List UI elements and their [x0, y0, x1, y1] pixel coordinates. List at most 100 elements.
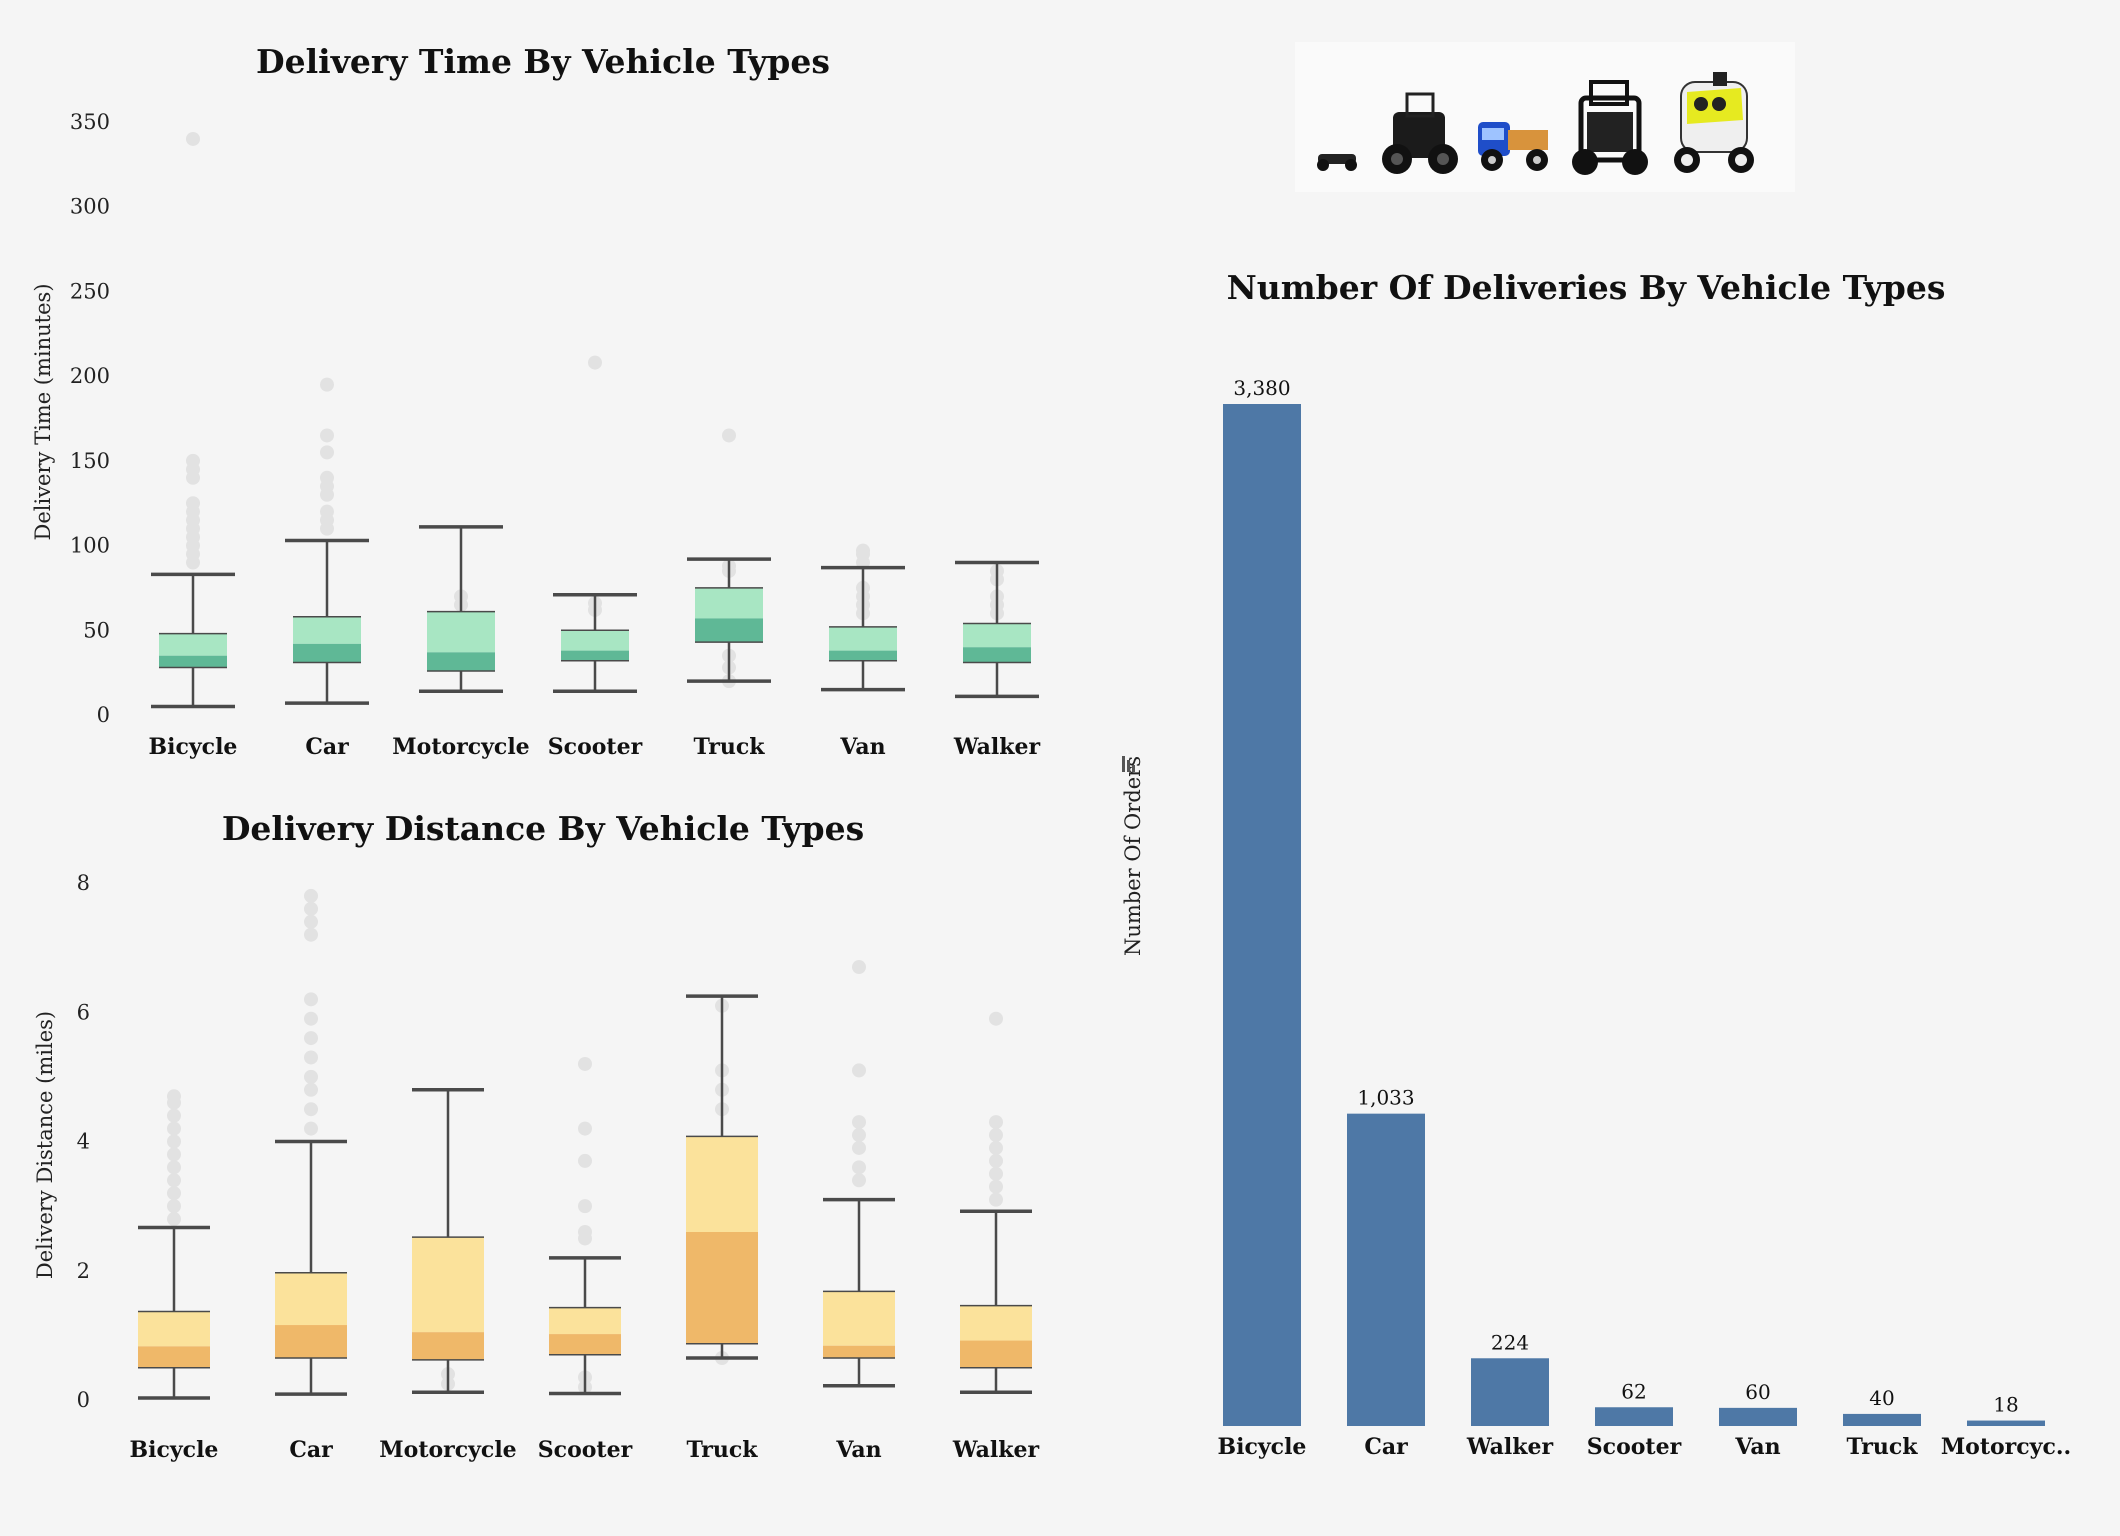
outlier-point — [989, 1115, 1003, 1130]
category-label: Car — [289, 1437, 333, 1463]
outlier-point — [722, 428, 736, 443]
outlier-point — [167, 1089, 181, 1104]
bar-motorcyc — [1967, 1420, 2045, 1426]
box-lower-half — [561, 650, 629, 661]
small-robot-icon — [1317, 154, 1357, 171]
box-walker — [960, 1011, 1032, 1394]
box-scooter — [549, 1056, 621, 1396]
outlier-point — [304, 1011, 318, 1026]
outlier-point — [186, 453, 200, 468]
y-axis-label: Delivery Time (minutes) — [31, 283, 55, 540]
outlier-point — [320, 504, 334, 519]
box-upper-half — [412, 1237, 484, 1333]
yellow-robot-icon — [1674, 72, 1754, 173]
outlier-point — [320, 445, 334, 460]
outlier-point — [588, 355, 602, 370]
box-van — [821, 543, 905, 692]
y-tick-label: 150 — [70, 449, 110, 473]
box-lower-half — [293, 643, 361, 663]
y-tick-label: 350 — [70, 110, 110, 134]
category-label: Car — [305, 734, 349, 760]
box-lower-half — [275, 1325, 347, 1358]
outlier-point — [989, 1140, 1003, 1155]
outlier-point — [852, 1160, 866, 1175]
delivery-distance-box-chart: Delivery Distance By Vehicle Types Deliv… — [33, 809, 1040, 1463]
box-upper-half — [695, 587, 763, 619]
outlier-point — [304, 927, 318, 942]
outlier-point — [989, 1011, 1003, 1026]
sort-icon[interactable] — [1122, 756, 1135, 772]
y-tick-label: 2 — [77, 1259, 90, 1283]
outlier-point — [304, 1031, 318, 1046]
outlier-point — [304, 901, 318, 916]
outlier-point — [186, 496, 200, 511]
chart-title: Number Of Deliveries By Vehicle Types — [1227, 268, 1946, 307]
cage-robot-icon — [1572, 80, 1648, 175]
outlier-point — [304, 1082, 318, 1097]
outlier-point — [856, 543, 870, 558]
outlier-point — [167, 1121, 181, 1136]
outlier-point — [852, 1140, 866, 1155]
category-label: Van — [835, 1437, 881, 1463]
box-lower-half — [960, 1340, 1032, 1368]
outlier-point — [167, 1160, 181, 1175]
box-upper-half — [275, 1272, 347, 1326]
box-lower-half — [823, 1345, 895, 1358]
box-car — [285, 377, 369, 705]
outlier-point — [989, 1179, 1003, 1194]
outlier-point — [320, 428, 334, 443]
category-label: Walker — [952, 1437, 1040, 1463]
outlier-point — [989, 1192, 1003, 1207]
outlier-point — [167, 1186, 181, 1201]
box-lower-half — [695, 618, 763, 643]
box-bicycle — [138, 1089, 210, 1400]
delivery-time-box-chart: Delivery Time By Vehicle Types Delivery … — [31, 42, 1041, 760]
category-label: Truck — [1847, 1434, 1919, 1460]
outlier-point — [304, 1050, 318, 1065]
outlier-point — [304, 1102, 318, 1117]
box-walker — [955, 560, 1039, 699]
box-upper-half — [561, 630, 629, 651]
bar-value-label: 224 — [1491, 1330, 1529, 1354]
outlier-point — [852, 1128, 866, 1143]
category-label: Walker — [1466, 1434, 1554, 1460]
vehicle-image-strip — [1295, 42, 1795, 192]
box-lower-half — [549, 1334, 621, 1355]
box-lower-half — [138, 1346, 210, 1368]
outlier-point — [304, 888, 318, 903]
y-tick-label: 6 — [77, 1000, 90, 1024]
bar-truck — [1843, 1413, 1921, 1426]
outlier-point — [304, 992, 318, 1007]
outlier-point — [186, 131, 200, 146]
category-label: Van — [1734, 1434, 1780, 1460]
bar-value-label: 1,033 — [1357, 1086, 1414, 1110]
bar-value-label: 3,380 — [1233, 376, 1290, 400]
category-label: Bicycle — [1218, 1434, 1307, 1460]
y-tick-label: 100 — [70, 534, 110, 558]
outlier-point — [578, 1056, 592, 1071]
category-label: Bicycle — [149, 734, 238, 760]
box-lower-half — [963, 647, 1031, 663]
box-lower-half — [829, 650, 897, 661]
category-label: Motorcycle — [379, 1437, 516, 1463]
bar-car — [1347, 1113, 1425, 1426]
y-axis-label: Delivery Distance (miles) — [33, 1011, 57, 1279]
bar-scooter — [1595, 1407, 1673, 1426]
bar-value-label: 62 — [1621, 1379, 1646, 1403]
category-label: Truck — [694, 734, 766, 760]
bar-walker — [1471, 1358, 1549, 1426]
box-lower-half — [686, 1231, 758, 1344]
outlier-point — [320, 470, 334, 485]
chart-title: Delivery Time By Vehicle Types — [256, 42, 830, 81]
outlier-point — [167, 1147, 181, 1162]
outlier-point — [578, 1199, 592, 1214]
category-label: Scooter — [538, 1437, 633, 1463]
bar-value-label: 18 — [1993, 1393, 2018, 1417]
deliveries-bar-chart: Number Of Deliveries By Vehicle Types Nu… — [1121, 268, 2071, 1460]
outlier-point — [989, 1128, 1003, 1143]
bar-value-label: 40 — [1869, 1386, 1894, 1410]
box-lower-half — [427, 652, 495, 671]
y-tick-label: 8 — [77, 871, 90, 895]
box-upper-half — [686, 1136, 758, 1232]
